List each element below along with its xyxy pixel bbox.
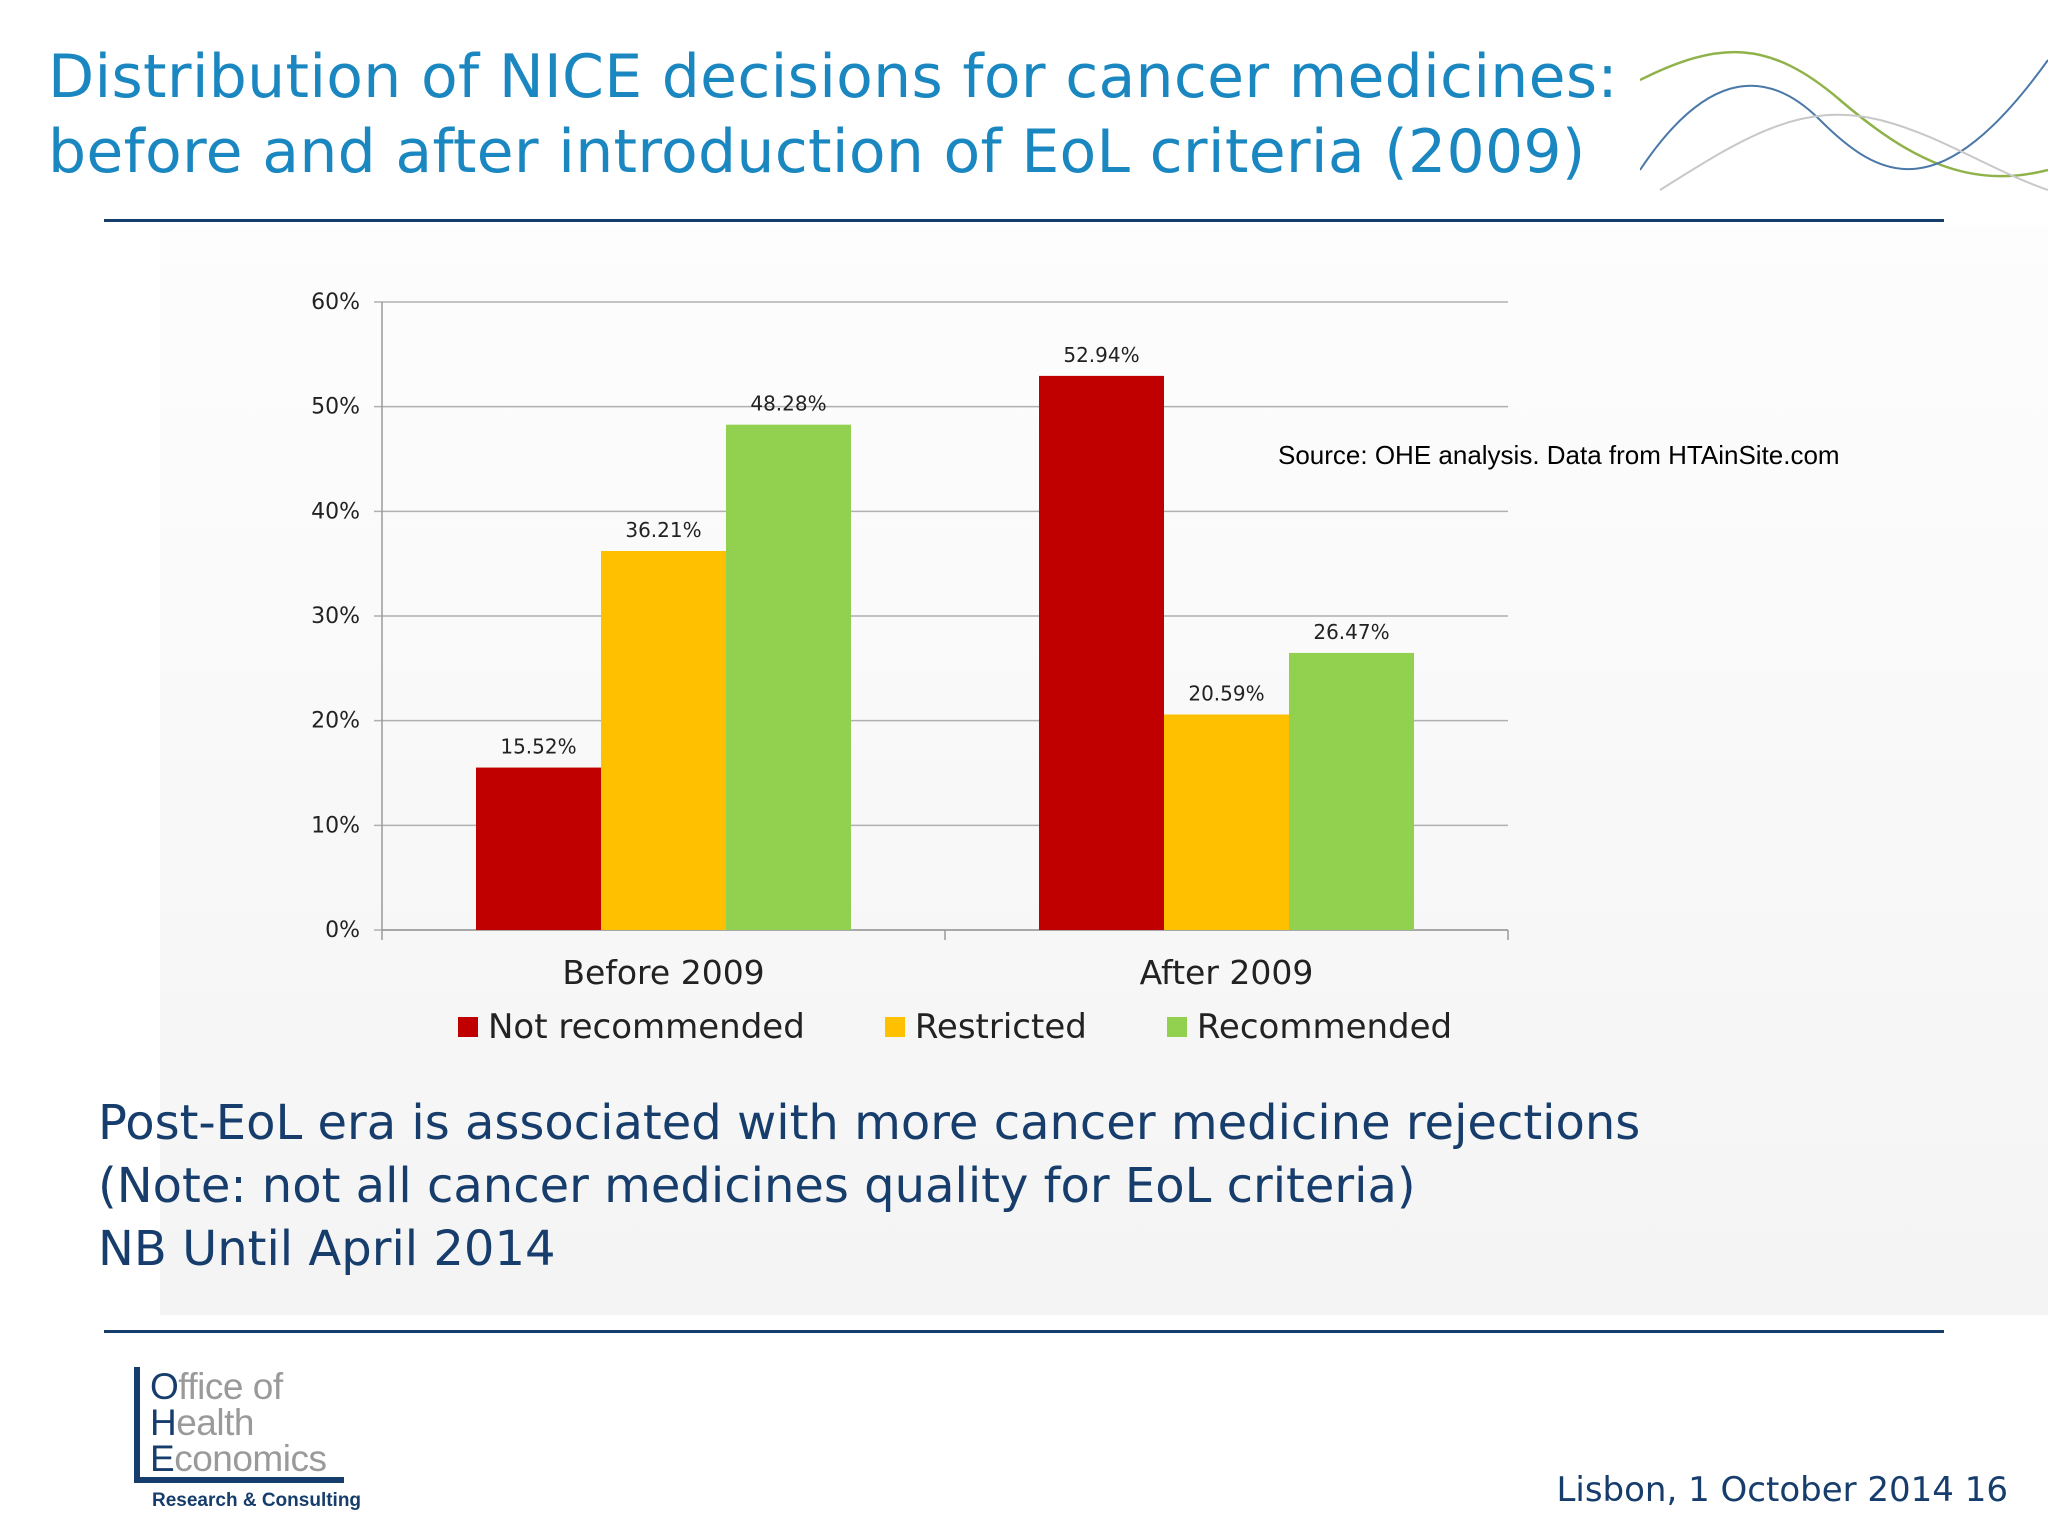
bar: [476, 767, 601, 930]
bar: [726, 424, 851, 930]
legend-item-not-recommended: Not recommended: [458, 1007, 805, 1047]
y-tick-label: 0%: [325, 918, 360, 943]
legend-swatch: [458, 1017, 478, 1037]
bar: [1164, 714, 1289, 930]
bar: [1289, 652, 1414, 930]
legend-swatch: [1166, 1017, 1187, 1037]
note-line-1: Post-EoL era is associated with more can…: [98, 1095, 1641, 1151]
y-tick-label: 60%: [311, 290, 360, 315]
data-label: 26.47%: [1313, 620, 1389, 644]
logo-base: [134, 1477, 344, 1483]
title-line-1: Distribution of NICE decisions for cance…: [48, 42, 1618, 112]
legend-label: Not recommended: [488, 1007, 805, 1047]
data-label: 36.21%: [625, 518, 701, 542]
data-label: 20.59%: [1188, 681, 1264, 705]
logo-bar: [134, 1367, 140, 1483]
y-tick-label: 40%: [311, 499, 360, 524]
data-label: 48.28%: [750, 392, 826, 416]
slide-notes: Post-EoL era is associated with more can…: [98, 1092, 1640, 1281]
note-line-3: NB Until April 2014: [98, 1221, 556, 1277]
bottom-divider: [104, 1330, 1944, 1333]
legend-swatch: [884, 1017, 905, 1037]
bar: [601, 551, 726, 930]
x-category-label: Before 2009: [562, 953, 764, 992]
ohe-logo: Office of Health Economics Research & Co…: [132, 1362, 372, 1522]
slide-footer: Lisbon, 1 October 2014 16: [1556, 1470, 2008, 1510]
bar-chart: 0% 10% 20% 30% 40% 50% 60% 15.52% 36.21% 48.28% Be…: [311, 290, 1509, 992]
y-tick-label: 30%: [311, 604, 360, 629]
y-tick-label: 10%: [311, 813, 360, 838]
legend-label: Restricted: [914, 1007, 1087, 1047]
legend-item-recommended: Recommended: [1166, 1007, 1453, 1047]
top-divider: [104, 219, 1944, 222]
y-tick-label: 20%: [311, 709, 360, 734]
source-note: Source: OHE analysis. Data from HTAinSit…: [1278, 440, 1840, 470]
chart-legend: Not recommended Restricted Recommended: [458, 1007, 1452, 1047]
logo-line-health: Health: [150, 1402, 254, 1443]
slide-title: Distribution of NICE decisions for cance…: [48, 40, 1708, 190]
x-category-label: After 2009: [1140, 953, 1314, 992]
logo-line-office: Office of: [150, 1366, 283, 1407]
bar: [1039, 375, 1164, 930]
data-label: 15.52%: [500, 735, 576, 759]
logo-tagline: Research & Consulting: [152, 1490, 362, 1511]
title-line-2: before and after introduction of EoL cri…: [48, 117, 1586, 187]
decorative-waves-icon: [1640, 50, 2048, 191]
logo-line-economics: Economics: [150, 1438, 327, 1479]
legend-label: Recommended: [1196, 1007, 1453, 1047]
note-line-2: (Note: not all cancer medicines quality …: [98, 1158, 1416, 1214]
legend-item-restricted: Restricted: [884, 1007, 1087, 1047]
data-label: 52.94%: [1063, 343, 1139, 367]
y-tick-label: 50%: [311, 395, 360, 420]
